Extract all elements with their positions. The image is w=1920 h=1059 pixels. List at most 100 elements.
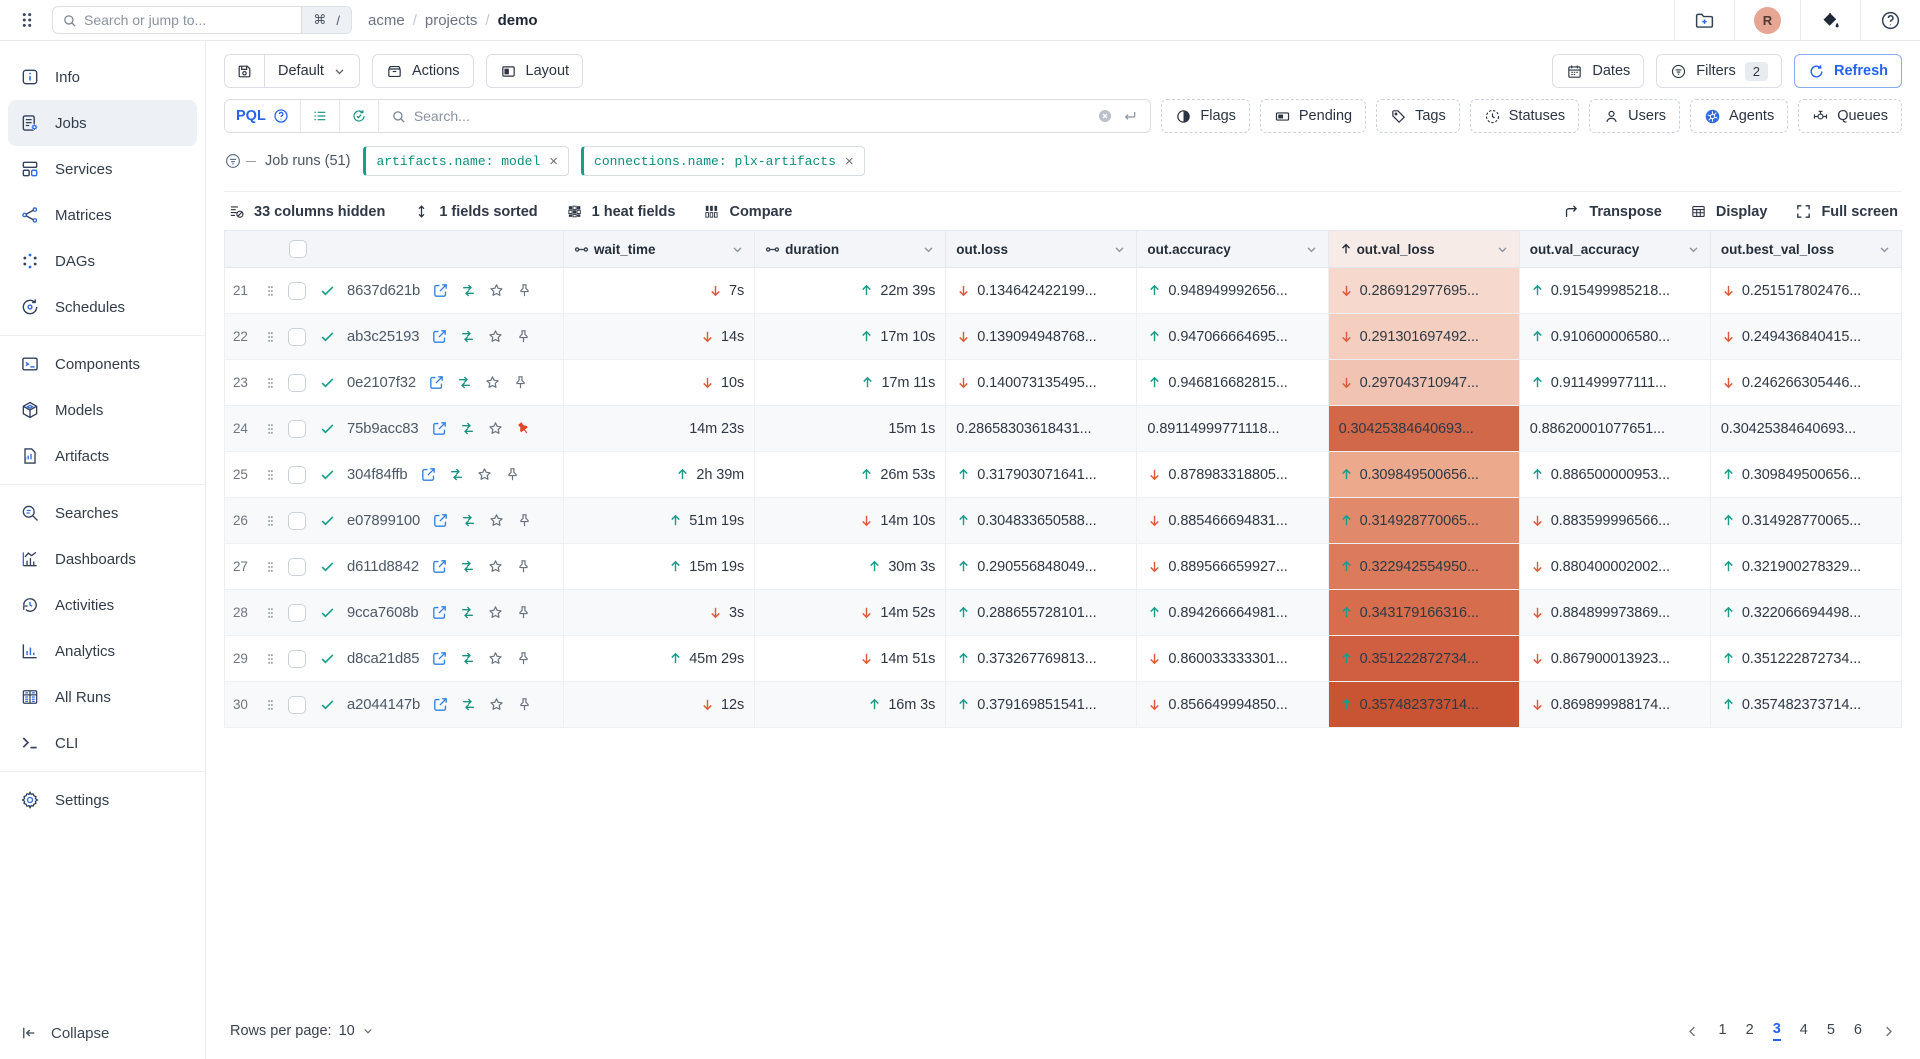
query-search[interactable] — [379, 108, 1086, 124]
run-id-link[interactable]: ab3c25193 — [347, 328, 420, 345]
sidebar-item-matrices[interactable]: Matrices — [8, 192, 197, 238]
page-3[interactable]: 3 — [1772, 1021, 1781, 1041]
sidebar-item-searches[interactable]: Searches — [8, 490, 197, 536]
table-row[interactable]: 27 d611d8842 15m 19s 30m 3s 0.290556848049..… — [224, 544, 1902, 590]
pin-icon[interactable] — [516, 696, 533, 713]
column-header-out_best_val_loss[interactable]: out.best_val_loss — [1710, 230, 1902, 268]
row-checkbox[interactable] — [288, 281, 306, 300]
star-icon[interactable] — [487, 328, 504, 345]
filter-chip[interactable]: connections.name: plx-artifacts × — [581, 146, 865, 176]
rows-per-page-select[interactable]: Rows per page: 10 — [230, 1023, 374, 1039]
run-id-link[interactable]: d611d8842 — [347, 558, 420, 575]
table-row[interactable]: 23 0e2107f32 10s 17m 11s 0.140073135495... 0.… — [224, 360, 1902, 406]
column-menu-icon[interactable] — [922, 243, 935, 256]
open-run-icon[interactable] — [431, 604, 448, 621]
star-icon[interactable] — [484, 374, 501, 391]
column-menu-icon[interactable] — [1878, 243, 1891, 256]
flags-filter-button[interactable]: Flags — [1161, 99, 1250, 133]
pin-icon[interactable] — [515, 604, 532, 621]
compare-control[interactable]: Compare — [703, 203, 792, 220]
sidebar-item-activities[interactable]: Activities — [8, 582, 197, 628]
row-menu-kebab-icon[interactable] — [263, 283, 278, 299]
row-menu-kebab-icon[interactable] — [263, 559, 278, 575]
open-run-icon[interactable] — [432, 512, 449, 529]
column-menu-icon[interactable] — [1496, 243, 1509, 256]
pin-icon[interactable] — [515, 328, 532, 345]
sidebar-item-all-runs[interactable]: All Runs — [8, 674, 197, 720]
star-icon[interactable] — [487, 558, 504, 575]
remove-chip-icon[interactable]: × — [844, 152, 854, 170]
sidebar-item-models[interactable]: Models — [8, 387, 197, 433]
page-4[interactable]: 4 — [1799, 1022, 1808, 1038]
save-preset-button[interactable] — [224, 54, 264, 88]
column-menu-icon[interactable] — [1687, 243, 1700, 256]
table-row[interactable]: 26 e07899100 51m 19s 14m 10s 0.304833650588.… — [224, 498, 1902, 544]
1-heat-fields-control[interactable]: 1 heat fields — [566, 203, 675, 220]
queues-filter-button[interactable]: Queues — [1798, 99, 1902, 133]
global-search[interactable]: ⌘ / — [52, 6, 352, 34]
sidebar-item-jobs[interactable]: Jobs — [8, 100, 197, 146]
select-all-checkbox[interactable] — [289, 240, 307, 258]
column-header-duration[interactable]: duration — [755, 230, 947, 268]
row-checkbox[interactable] — [288, 603, 306, 622]
column-header-out_loss[interactable]: out.loss — [946, 230, 1138, 268]
column-header-out_val_loss[interactable]: out.val_loss — [1328, 230, 1520, 268]
row-menu-kebab-icon[interactable] — [263, 421, 278, 437]
row-menu-kebab-icon[interactable] — [263, 651, 278, 667]
tags-filter-button[interactable]: Tags — [1376, 99, 1460, 133]
compare-run-icon[interactable] — [460, 696, 477, 713]
pinned-icon[interactable] — [511, 417, 535, 441]
run-id-link[interactable]: 75b9acc83 — [347, 420, 419, 437]
row-menu-kebab-icon[interactable] — [263, 375, 278, 391]
open-run-icon[interactable] — [431, 650, 448, 667]
table-row[interactable]: 22 ab3c25193 14s 17m 10s 0.139094948768... 0.… — [224, 314, 1902, 360]
sidebar-item-dags[interactable]: DAGs — [8, 238, 197, 284]
1-fields-sorted-control[interactable]: 1 fields sorted — [413, 203, 538, 220]
page-5[interactable]: 5 — [1826, 1022, 1835, 1038]
compare-run-icon[interactable] — [459, 328, 476, 345]
33-columns-hidden-control[interactable]: 33 columns hidden — [228, 203, 385, 220]
sidebar-item-cli[interactable]: CLI — [8, 720, 197, 766]
sidebar-item-info[interactable]: Info — [8, 54, 197, 100]
breadcrumb-demo[interactable]: demo — [497, 11, 538, 29]
submit-return-icon[interactable] — [1122, 108, 1138, 124]
compare-run-icon[interactable] — [460, 282, 477, 299]
statuses-filter-button[interactable]: Statuses — [1469, 99, 1580, 133]
pending-filter-button[interactable]: Pending — [1259, 99, 1367, 133]
dates-button[interactable]: Dates — [1552, 54, 1645, 88]
pin-icon[interactable] — [504, 466, 521, 483]
row-menu-kebab-icon[interactable] — [263, 329, 278, 345]
run-id-link[interactable]: a2044147b — [347, 696, 421, 713]
row-checkbox[interactable] — [288, 327, 306, 346]
compare-run-icon[interactable] — [448, 466, 465, 483]
row-checkbox[interactable] — [288, 511, 306, 530]
help-button[interactable] — [1860, 0, 1920, 40]
pin-icon[interactable] — [515, 650, 532, 667]
global-search-input[interactable] — [84, 12, 302, 28]
full-screen-control[interactable]: Full screen — [1795, 203, 1898, 220]
column-menu-icon[interactable] — [731, 243, 744, 256]
agents-filter-button[interactable]: Agents — [1690, 99, 1789, 133]
prev-page-icon[interactable] — [1685, 1024, 1700, 1039]
open-run-icon[interactable] — [431, 420, 448, 437]
app-grid-button[interactable] — [14, 7, 40, 33]
open-run-icon[interactable] — [431, 558, 448, 575]
row-checkbox[interactable] — [288, 419, 306, 438]
sidebar-item-components[interactable]: Components — [8, 341, 197, 387]
compare-run-icon[interactable] — [459, 558, 476, 575]
auto-refresh-button[interactable] — [340, 100, 379, 132]
column-header-out_accuracy[interactable]: out.accuracy — [1137, 230, 1329, 268]
refresh-button[interactable]: Refresh — [1794, 54, 1902, 88]
row-menu-kebab-icon[interactable] — [263, 513, 278, 529]
run-id-link[interactable]: 8637d621b — [347, 282, 421, 299]
pin-icon[interactable] — [516, 282, 533, 299]
page-6[interactable]: 6 — [1853, 1022, 1862, 1038]
sidebar-item-artifacts[interactable]: Artifacts — [8, 433, 197, 479]
sidebar-collapse-button[interactable]: Collapse — [0, 1009, 205, 1059]
pin-icon[interactable] — [516, 512, 533, 529]
page-1[interactable]: 1 — [1718, 1022, 1727, 1038]
table-row[interactable]: 24 75b9acc83 14m 23s 15m 1s 0.28658303618431… — [224, 406, 1902, 452]
star-icon[interactable] — [488, 282, 505, 299]
row-checkbox[interactable] — [288, 465, 306, 484]
next-page-icon[interactable] — [1881, 1024, 1896, 1039]
